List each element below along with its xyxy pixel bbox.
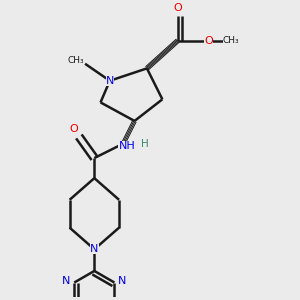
Text: N: N: [62, 276, 71, 286]
Text: NH: NH: [118, 141, 135, 151]
Text: N: N: [118, 276, 126, 286]
Text: O: O: [70, 124, 79, 134]
Text: CH₃: CH₃: [223, 36, 239, 45]
Text: N: N: [106, 76, 114, 86]
Text: O: O: [173, 3, 182, 13]
Text: CH₃: CH₃: [68, 56, 84, 65]
Text: H: H: [142, 139, 149, 149]
Text: N: N: [90, 244, 98, 254]
Text: O: O: [204, 36, 213, 46]
